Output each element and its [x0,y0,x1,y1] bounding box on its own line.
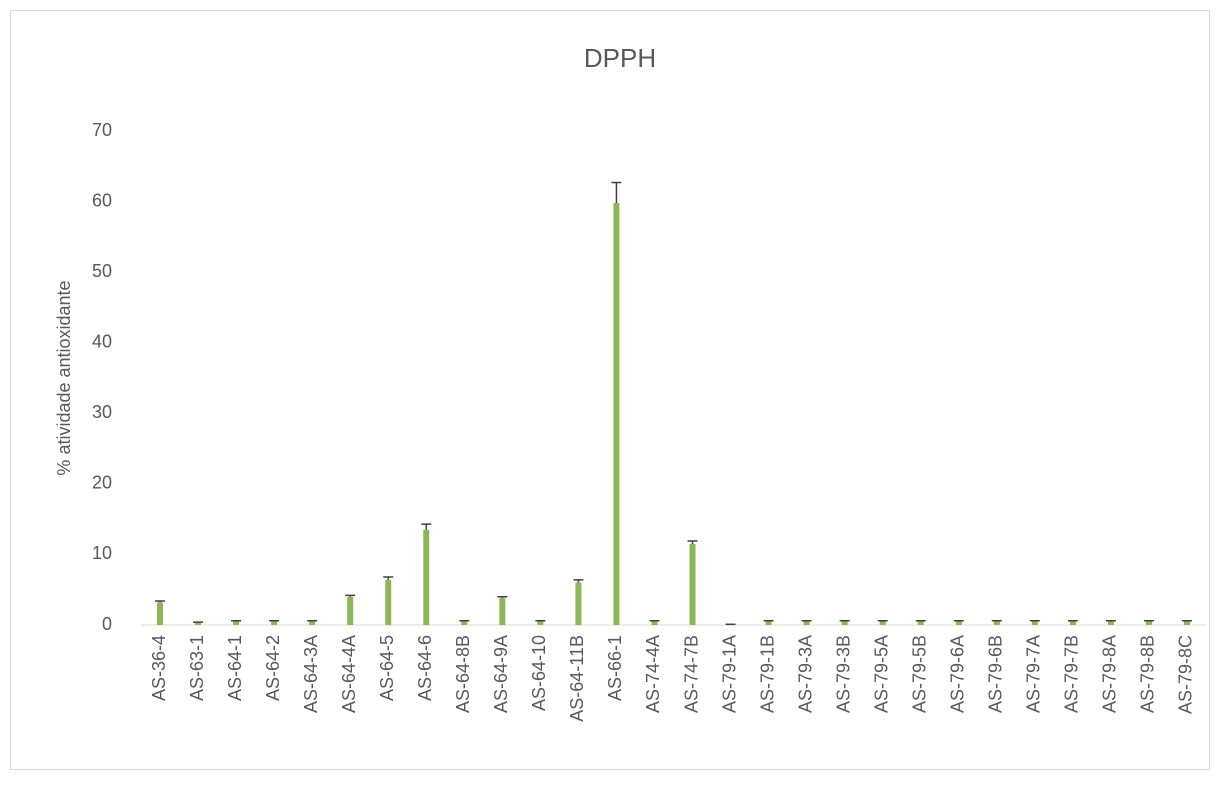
bar [917,621,924,625]
x-tick-label: AS-64-9A [491,635,511,713]
error-bar [915,620,926,622]
chart-frame [10,10,1210,770]
error-bar [193,621,204,623]
x-tick-label: AS-64-5 [377,635,397,701]
bar [499,598,506,625]
bar [651,621,658,625]
x-tick-label: AS-79-7A [1024,635,1044,713]
y-tick-label: 30 [92,402,112,422]
bar [1069,621,1076,625]
bar [347,596,354,625]
error-bar [1029,620,1040,622]
x-tick-label: AS-64-2 [263,635,283,701]
bar [955,621,962,625]
error-bar [345,594,356,597]
y-tick-label: 0 [102,614,112,634]
x-tick-label: AS-79-5B [909,635,929,713]
x-tick-label: AS-79-8C [1176,635,1196,714]
bar [309,621,316,625]
x-tick-label: AS-64-11B [567,635,587,722]
y-tick-label: 40 [92,331,112,351]
error-bar [497,596,508,599]
bar [765,621,772,625]
error-bar [573,579,584,583]
bar [1145,621,1152,625]
x-tick-label: AS-79-3B [833,635,853,713]
bar [689,543,696,625]
bar [575,582,582,625]
error-bar [269,620,280,622]
error-bar [231,620,242,622]
x-tick-label: AS-64-4A [339,635,359,713]
y-tick-label: 50 [92,261,112,281]
error-bar [307,620,318,622]
error-bar [611,181,622,203]
x-tick-label: AS-79-1A [719,635,739,713]
x-tick-label: AS-79-3A [795,635,815,713]
error-bar [991,620,1002,622]
bar [157,602,164,625]
bar [537,621,544,625]
bar [1107,621,1114,625]
error-bar [1181,620,1192,622]
x-tick-label: AS-79-8A [1100,635,1120,713]
y-tick-label: 20 [92,473,112,493]
error-bar [1143,620,1154,622]
error-bar [953,620,964,622]
y-axis-label: % atividade antioxidante [54,280,74,475]
bar [879,621,886,625]
x-tick-label: AS-79-6A [948,635,968,713]
error-bar [383,576,394,580]
x-tick-label: AS-79-7B [1062,635,1082,713]
bar [803,621,810,625]
error-bar [535,620,546,622]
error-bar [155,600,166,603]
error-bar [687,540,698,544]
bar [423,529,430,625]
chart-title: DPPH [584,43,656,73]
error-bar [1105,620,1116,622]
x-tick-label: AS-79-8B [1138,635,1158,713]
error-bar [877,620,888,622]
x-tick-label: AS-79-1B [757,635,777,713]
bar [461,621,468,625]
x-tick-label: AS-74-4A [643,635,663,713]
error-bar [459,620,470,622]
x-tick-label: AS-64-1 [225,635,245,701]
x-tick-label: AS-64-3A [301,635,321,713]
x-tick-label: AS-63-1 [187,635,207,701]
error-bar [801,620,812,622]
x-tick-label: AS-66-1 [605,635,625,701]
x-tick-label: AS-74-7B [681,635,701,713]
x-tick-label: AS-79-5A [871,635,891,713]
y-tick-label: 60 [92,190,112,210]
error-bar [763,620,774,622]
x-tick-label: AS-64-6 [415,635,435,701]
error-bar [839,620,850,622]
error-bar [649,620,660,622]
bar [841,621,848,625]
x-tick-label: AS-36-4 [149,635,169,701]
bar [195,622,202,625]
error-bar [421,523,432,530]
bar [271,621,278,625]
bar [613,202,620,626]
bar [233,621,240,625]
x-tick-label: AS-64-10 [529,635,549,711]
x-tick-label: AS-79-6B [986,635,1006,713]
bar [1031,621,1038,625]
y-tick-label: 10 [92,543,112,563]
bar [993,621,1000,625]
y-tick-label: 70 [92,120,112,140]
bar [385,579,392,625]
error-bar [1067,620,1078,622]
bar [1183,621,1190,625]
x-tick-label: AS-64-8B [453,635,473,713]
